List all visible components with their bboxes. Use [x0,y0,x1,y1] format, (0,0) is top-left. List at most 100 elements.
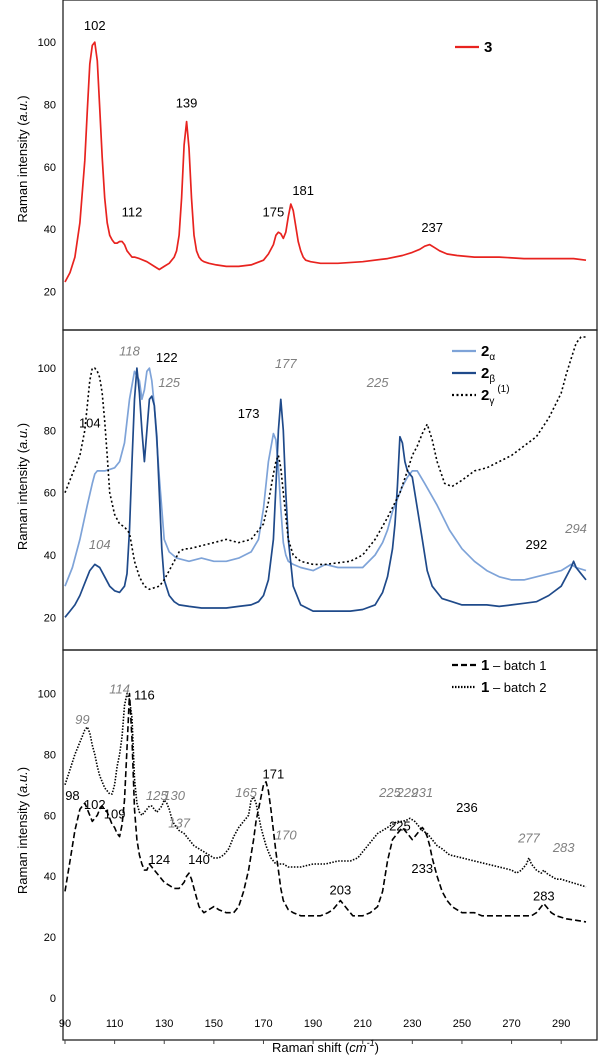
peak-label: 104 [89,537,111,552]
y-axis-label-unit: a.u. [15,100,30,122]
legend-label-base: 2 [481,387,489,404]
x-axis-label-unit: cm [349,1040,367,1055]
legend-label: 1 – batch 1 [481,657,546,674]
peak-label: 181 [292,183,314,198]
x-tick-label: 110 [106,1018,124,1030]
y-axis-label-suffix: ) [15,423,30,427]
series-line-0-0 [64,41,587,283]
peak-label: 277 [517,831,540,846]
peak-label: 237 [421,220,443,235]
x-tick-label: 150 [205,1018,223,1030]
legend-label-base: 3 [484,39,492,56]
x-tick-label: 290 [552,1018,570,1030]
panel-3: 20 40 60 80 100 Raman intensity (a.u.) 102 112 1… [15,0,598,331]
legend-label: 2α [481,343,495,363]
y-axis-label-prefix: Raman intensity ( [15,121,30,223]
peak-label: 236 [456,800,478,815]
panel-frame [62,649,598,1041]
series-line-2-0 [64,692,587,923]
y-axis-label: Raman intensity (a.u.) [15,95,30,222]
legend-label: 2γ(1) [481,384,510,407]
x-tick-label: 230 [403,1018,421,1030]
y-axis-label-prefix: Raman intensity ( [15,792,30,894]
peak-label: 130 [163,788,185,803]
peak-label: 125 [146,788,168,803]
peak-label: 171 [263,767,285,782]
y-axis-label: Raman intensity (a.u.) [15,767,30,894]
peak-label: 233 [411,861,433,876]
legend-label-base: 1 [481,657,489,674]
y-tick-label: 80 [44,749,56,761]
x-tick-label: 130 [155,1018,173,1030]
x-tick-label: 210 [354,1018,372,1030]
legend-label: 3 [484,39,492,56]
x-tick-label: 90 [59,1018,71,1030]
y-tick-label: 80 [44,100,56,112]
y-axis-label: Raman intensity (a.u.) [15,423,30,550]
x-tick-label: 250 [453,1018,471,1030]
peak-label: 124 [148,852,170,867]
y-tick-label: 20 [44,612,56,624]
peak-label: 225 [366,375,389,390]
peak-label: 125 [158,375,180,390]
y-tick-label: 100 [38,363,56,375]
legend-label-superscript: (1) [497,384,509,395]
peak-label: 102 [84,18,106,33]
peak-label: 98 [65,788,79,803]
legend-label-base: 1 [481,679,489,696]
panel-2: 20 40 60 80 100 Raman intensity (a.u.) 104 104 1… [15,329,598,651]
y-tick-label: 100 [38,688,56,700]
legend-label-subscript: γ [489,396,494,407]
y-axis-label-suffix: ) [15,767,30,771]
x-axis-label: Raman shift (cm-1) [272,1038,379,1055]
x-axis-label-suffix: ) [375,1040,379,1055]
y-tick-label: 40 [44,550,56,562]
peak-label: 104 [79,415,101,430]
y-tick-label: 40 [44,871,56,883]
series-line-2-1 [64,692,587,888]
series-line-1-1 [64,367,587,618]
peak-label: 118 [119,344,140,359]
peak-label: 140 [188,852,210,867]
peak-label: 229 [396,785,419,800]
peak-label: 177 [275,356,297,371]
peak-label: 116 [134,688,155,703]
peak-label: 170 [275,828,297,843]
y-axis-label-suffix: ) [15,95,30,99]
peak-label: 102 [84,797,106,812]
x-axis-label-prefix: Raman shift ( [272,1040,350,1055]
peak-label: 137 [168,815,190,830]
panel-frame [62,329,598,651]
y-axis-label-unit: a.u. [15,427,30,449]
peak-label: 175 [263,205,285,220]
legend-label-base: 2 [481,365,489,382]
series-line-1-0 [64,367,587,587]
series-line-1-2 [64,336,586,591]
y-tick-label: 60 [44,810,56,822]
x-tick-label: 270 [502,1018,520,1030]
peak-label: 283 [533,889,555,904]
legend-label: 2β [481,365,495,385]
legend-label-rest: – batch 1 [489,658,546,673]
peak-label: 165 [235,785,257,800]
peak-label: 225 [378,785,401,800]
peak-label: 283 [552,840,575,855]
peak-label: 122 [156,350,178,365]
peak-label: 225 [389,819,411,834]
peak-label: 231 [410,785,433,800]
y-axis-label-unit: a.u. [15,771,30,793]
y-tick-label: 100 [38,37,56,49]
legend-label-subscript: α [489,352,495,363]
peak-label: 173 [238,406,260,421]
y-tick-label: 40 [44,224,56,236]
y-tick-label: 20 [44,932,56,944]
peak-label: 203 [330,882,352,897]
legend-label-base: 2 [481,343,489,360]
peak-label: 114 [109,681,130,696]
x-axis-label-superscript: -1 [367,1038,375,1048]
panel-frame [62,0,598,331]
peak-label: 139 [176,96,198,111]
legend-label-subscript: β [489,374,495,385]
y-tick-label: 80 [44,425,56,437]
